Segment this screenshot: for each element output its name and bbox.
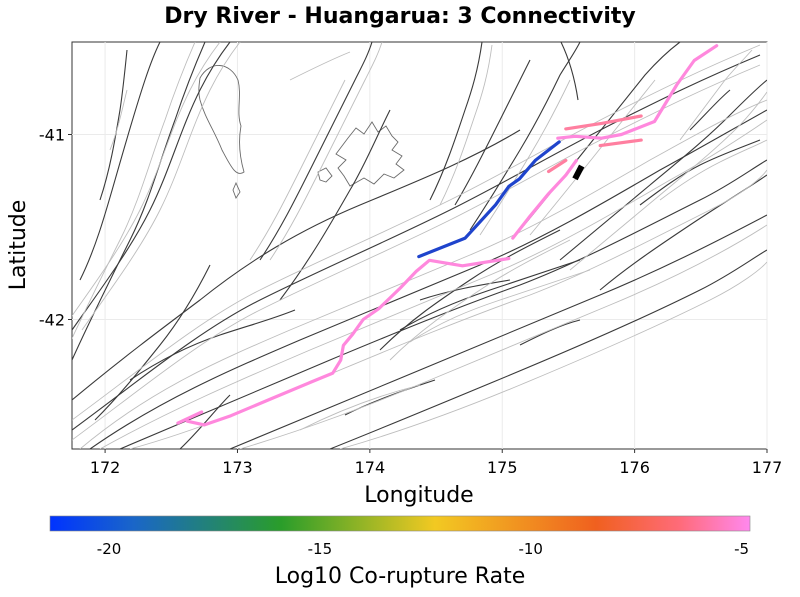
colorbar (49, 515, 751, 532)
x-tick-label: 175 (487, 458, 518, 477)
colorbar-tick-label: -10 (518, 540, 543, 558)
colorbar-tick-label: -5 (734, 540, 749, 558)
grid-lines (72, 42, 768, 449)
rupture-blue-rupture (417, 140, 561, 259)
x-axis-ticks: 172 173 174 175 176 177 (90, 449, 782, 477)
fault-traces (72, 42, 767, 449)
plot-panel (71, 41, 768, 450)
x-tick-label: 173 (222, 458, 253, 477)
x-tick-label: 174 (355, 458, 386, 477)
x-tick-label: 177 (752, 458, 783, 477)
rupture-pink-main (185, 256, 511, 427)
rupture-pink-salmon-2 (598, 138, 643, 148)
rupture-pink-wairarapa (511, 158, 579, 240)
colorbar-ticks: -20 -15 -10 -5 (97, 540, 749, 558)
x-tick-label: 176 (619, 458, 650, 477)
rupture-pink-short (176, 410, 204, 425)
chart-title: Dry River - Huangarua: 3 Connectivity (164, 4, 635, 29)
colorbar-tick-label: -20 (97, 540, 122, 558)
coastline-lake (198, 65, 405, 199)
x-tick-label: 172 (90, 458, 121, 477)
rupture-traces (176, 44, 719, 427)
colorbar-label: Log10 Co-rupture Rate (275, 564, 526, 589)
x-axis-label: Longitude (364, 483, 473, 508)
rupture-pink-salmon-1 (564, 114, 643, 131)
y-axis-label: Latitude (6, 200, 31, 291)
y-tick-label: -41 (39, 126, 65, 145)
colorbar-tick-label: -15 (308, 540, 333, 558)
y-tick-label: -42 (39, 311, 65, 330)
rupture-pink-eastern (556, 44, 719, 140)
rupture-source-fault (572, 164, 585, 181)
y-axis-ticks: -41 -42 (39, 126, 72, 330)
rupture-pink-salmon-3 (546, 158, 568, 174)
